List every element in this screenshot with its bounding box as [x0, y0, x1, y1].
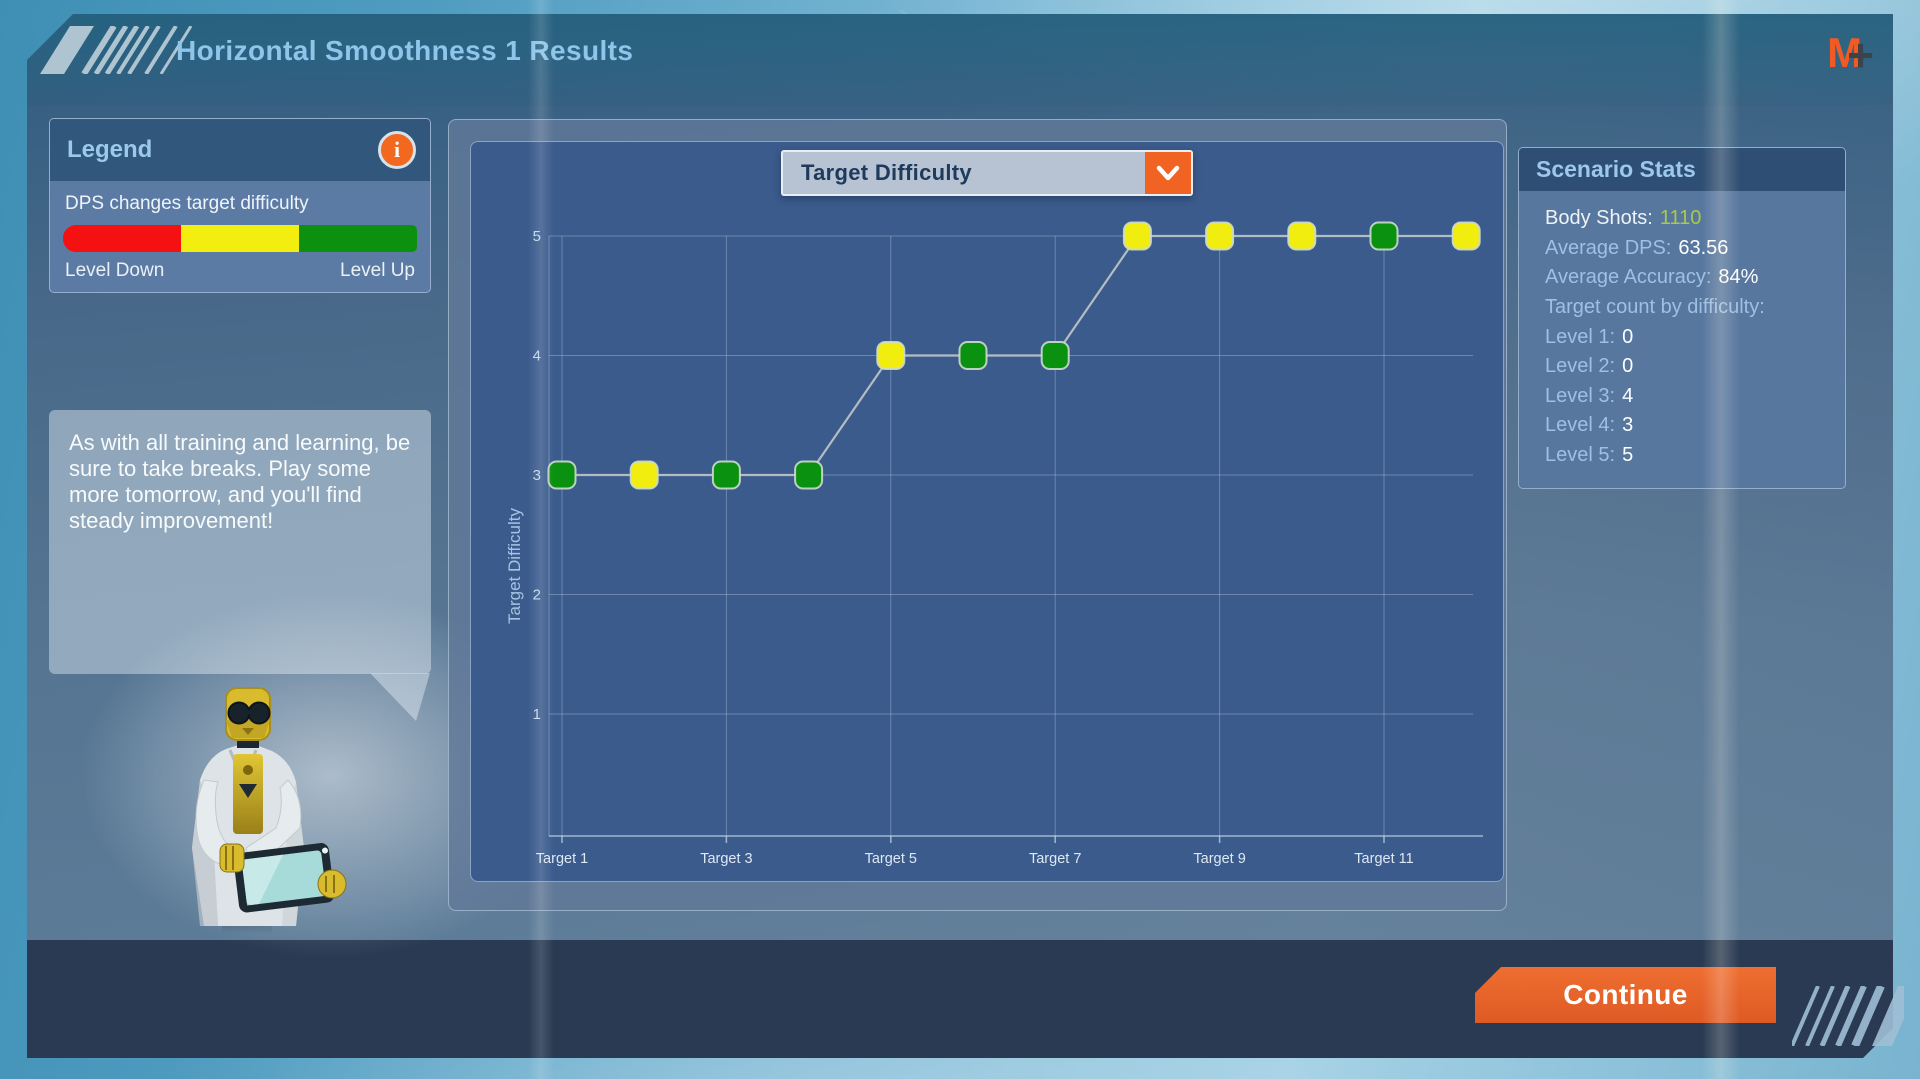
tip-speech-bubble: As with all training and learning, be su… — [49, 410, 431, 674]
stat-row: Average DPS: 63.56 — [1545, 234, 1845, 264]
chevron-down-icon — [1156, 165, 1180, 181]
legend-body: DPS changes target difficulty Level Down… — [50, 181, 430, 282]
stat-row: Target count by difficulty: — [1545, 293, 1845, 323]
chart-panel: 1 2 3 4 5 Target 1 Target 3 Target 5 Target 7 Tar… — [470, 141, 1504, 882]
speech-bubble-tail — [370, 673, 430, 721]
legend-bar-mid — [181, 225, 299, 252]
stat-label: Level 4: — [1545, 414, 1616, 437]
stat-value: 4 — [1622, 384, 1634, 407]
stat-row: Level 2: 0 — [1545, 352, 1845, 382]
stat-label: Level 2: — [1545, 355, 1616, 378]
stat-row: Average Accuracy: 84% — [1545, 263, 1845, 293]
x-tick-label: Target 7 — [1029, 851, 1081, 867]
scenario-stats-header: Scenario Stats — [1519, 148, 1845, 191]
scenario-stats-panel: Scenario Stats Body Shots: 1110 Average DP… — [1518, 147, 1846, 489]
page-title: Horizontal Smoothness 1 Results — [176, 35, 634, 66]
stat-row: Level 3: 4 — [1545, 382, 1845, 412]
title-stripes-icon — [40, 26, 192, 74]
stat-value: 0 — [1622, 325, 1634, 348]
stat-label: Body Shots: — [1545, 207, 1653, 230]
legend-bar-up — [299, 225, 417, 252]
legend-panel: Legend i DPS changes target difficulty L… — [49, 118, 431, 293]
chart-point[interactable] — [547, 460, 577, 490]
stat-label: Level 1: — [1545, 325, 1616, 348]
stat-value: 0 — [1622, 355, 1634, 378]
chart-point[interactable] — [1287, 221, 1317, 251]
difficulty-gradient-bar — [63, 225, 417, 252]
chart-point[interactable] — [1122, 221, 1152, 251]
legend-bar-labels: Level Down Level Up — [65, 260, 415, 282]
x-tick-label: Target 1 — [536, 851, 588, 867]
scenario-stats-title: Scenario Stats — [1536, 156, 1696, 182]
stat-value: 63.56 — [1678, 236, 1729, 259]
stat-label: Average DPS: — [1545, 236, 1672, 259]
y-tick-label: 1 — [533, 706, 541, 723]
y-tick-label: 5 — [533, 228, 541, 245]
x-tick-label: Target 9 — [1193, 851, 1245, 867]
stat-value: 84% — [1718, 266, 1759, 289]
chart-point[interactable] — [958, 341, 988, 370]
stat-label: Average Accuracy: — [1545, 266, 1712, 289]
y-tick-label: 4 — [533, 348, 541, 365]
difficulty-chart: 1 2 3 4 5 Target 1 Target 3 Target 5 Target 7 Tar… — [505, 221, 1483, 867]
continue-button[interactable]: Continue — [1475, 967, 1776, 1023]
stat-row: Level 4: 3 — [1545, 411, 1845, 441]
y-tick-label: 3 — [533, 467, 541, 484]
chart-metric-dropdown[interactable]: Target Difficulty — [781, 150, 1193, 196]
level-up-label: Level Up — [340, 260, 415, 281]
legend-description: DPS changes target difficulty — [65, 193, 309, 214]
stat-label: Target count by difficulty: — [1545, 296, 1765, 319]
x-tick-label: Target 3 — [700, 851, 752, 867]
stat-value: 5 — [1622, 444, 1634, 467]
legend-bar-down — [63, 225, 181, 252]
chart-point[interactable] — [1205, 221, 1235, 251]
stat-value: 1110 — [1659, 207, 1702, 230]
dropdown-selected-value: Target Difficulty — [801, 160, 972, 185]
level-down-label: Level Down — [65, 260, 165, 281]
stat-row: Level 1: 0 — [1545, 322, 1845, 352]
legend-header: Legend i — [50, 119, 430, 181]
logo-plus-icon: + — [1847, 29, 1874, 81]
info-icon[interactable]: i — [378, 131, 416, 169]
chart-point[interactable] — [1451, 221, 1481, 251]
x-tick-label: Target 11 — [1354, 851, 1413, 867]
y-tick-label: 2 — [533, 587, 541, 604]
stat-label: Level 5: — [1545, 444, 1616, 467]
stat-value: 3 — [1622, 414, 1634, 437]
app-logo: M + — [1827, 24, 1874, 82]
chart-point[interactable] — [711, 460, 741, 490]
x-tick-label: Target 5 — [865, 851, 917, 867]
chart-point[interactable] — [629, 460, 659, 490]
chart-point[interactable] — [1040, 341, 1070, 370]
stats-rows: Body Shots: 1110 Average DPS: 63.56 Average … — [1519, 191, 1845, 470]
stat-row: Level 5: 5 — [1545, 441, 1845, 471]
y-axis-label: Target Difficulty — [505, 508, 524, 624]
chart-point[interactable] — [876, 341, 906, 370]
logo-m: M — [1827, 29, 1863, 76]
dropdown-button[interactable] — [1145, 152, 1191, 194]
scientist-robot-illustration — [192, 687, 347, 934]
stat-row: Body Shots: 1110 — [1545, 204, 1845, 234]
footer-stripes-decoration — [1792, 986, 1904, 1046]
chart-point[interactable] — [1369, 221, 1399, 251]
legend-title: Legend — [67, 136, 153, 163]
chart-point[interactable] — [794, 460, 824, 490]
title-bar — [27, 14, 1893, 106]
stat-label: Level 3: — [1545, 384, 1616, 407]
